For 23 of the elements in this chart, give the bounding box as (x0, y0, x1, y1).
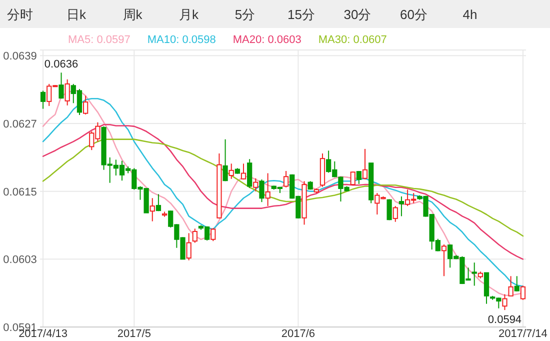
text: 4h (462, 7, 478, 22)
y-tick-label: 0.0627 (3, 118, 37, 130)
text: MA5: 0.0597 (68, 34, 130, 46)
text: MA20: 0.0603 (232, 34, 302, 46)
text: 5分 (234, 7, 256, 22)
text: 60分 (400, 7, 428, 22)
text: 日k (66, 7, 86, 22)
x-tick-label: 2017/5 (117, 328, 151, 340)
text: MA30: 0.0607 (318, 34, 387, 46)
text: 月k (179, 7, 199, 22)
annotation: 0.0594 (488, 314, 522, 326)
text: 周k (122, 7, 143, 22)
y-tick-label: 0.0639 (3, 50, 37, 63)
x-tick-label: 2017/4/13 (18, 328, 68, 340)
text: 15分 (288, 7, 315, 22)
annotation: 0.0636 (44, 58, 78, 71)
y-tick-label: 0.0603 (3, 254, 37, 266)
text: 分时 (7, 7, 33, 22)
text: 30分 (344, 7, 372, 22)
text: MA10: 0.0598 (147, 34, 216, 46)
x-tick-label: 2017/7/14 (498, 328, 548, 340)
y-tick-label: 0.0615 (3, 186, 37, 198)
x-tick-label: 2017/6 (281, 328, 316, 340)
